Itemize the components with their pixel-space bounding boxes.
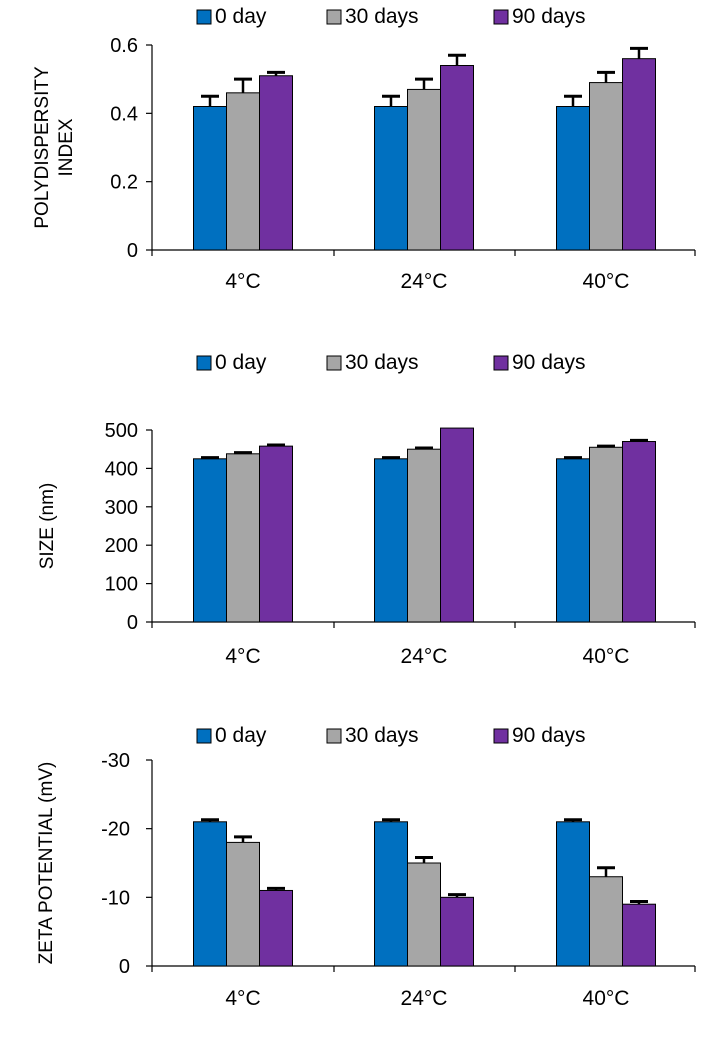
bar: [589, 876, 623, 967]
chart-panel-1: 0 day 30 days 90 days 0 0.2 0.4 0.6 POLYDISPERS…: [32, 5, 696, 293]
bar: [556, 821, 590, 967]
legend-label: 30 days: [345, 351, 419, 374]
bar: [374, 821, 408, 967]
bar: [193, 821, 227, 967]
bar: [556, 458, 590, 623]
legend-label: 90 days: [512, 5, 586, 28]
bar: [374, 458, 408, 623]
y-tick-label: -20: [101, 819, 130, 841]
y-tick-label: 0.2: [110, 172, 138, 194]
y-tick-label: 0: [127, 612, 138, 634]
y-tick-label: -30: [101, 750, 130, 772]
y-axis-title: SIZE (nm): [37, 483, 58, 570]
x-tick-label: 4°C: [225, 987, 260, 1010]
x-tick-label: 4°C: [225, 270, 260, 293]
y-tick-label: 0: [119, 956, 130, 978]
x-tick-label: 40°C: [583, 987, 630, 1010]
bar: [589, 82, 623, 251]
legend-label: 90 days: [512, 724, 586, 747]
bar: [440, 427, 474, 623]
y-tick-label: 400: [105, 458, 138, 480]
legend-swatch: [326, 728, 342, 744]
y-tick-label: 300: [105, 497, 138, 519]
bar: [374, 106, 408, 251]
bar: [259, 75, 293, 251]
legend-swatch: [196, 728, 212, 744]
bar: [622, 903, 656, 967]
legend-swatch: [493, 9, 509, 25]
x-tick-label: 24°C: [401, 270, 448, 293]
bar: [259, 445, 293, 623]
bar: [226, 453, 260, 623]
x-tick-label: 24°C: [401, 645, 448, 668]
bar: [556, 106, 590, 251]
legend-swatch: [326, 9, 342, 25]
legend-swatch: [196, 355, 212, 371]
y-axis-title-line: POLYDISPERSITY: [32, 66, 53, 229]
y-tick-label: -10: [101, 887, 130, 909]
x-tick-label: 40°C: [583, 645, 630, 668]
chart-panel-2: 0 day 30 days 90 days 0 100 200 300 400 500 SIZE …: [37, 351, 696, 668]
bar: [407, 448, 441, 623]
bar: [193, 106, 227, 251]
y-axis-title-line: ZETA POTENTIAL (mV): [36, 762, 57, 965]
bar: [407, 862, 441, 967]
y-tick-label: 500: [105, 420, 138, 442]
bar: [226, 92, 260, 251]
x-tick-label: 24°C: [401, 987, 448, 1010]
legend-label: 30 days: [345, 5, 419, 28]
chart-panel-3: 0 day 30 days 90 days 0 -10 -20 -30 ZETA POTENT…: [36, 724, 696, 1010]
legend-label: 0 day: [215, 5, 267, 28]
x-tick-label: 40°C: [583, 270, 630, 293]
legend-swatch: [493, 355, 509, 371]
x-tick-label: 4°C: [225, 645, 260, 668]
y-tick-label: 100: [105, 574, 138, 596]
legend-label: 90 days: [512, 351, 586, 374]
bar: [226, 841, 260, 967]
y-axis-title-line: INDEX: [56, 118, 77, 176]
bar: [440, 896, 474, 967]
bar: [193, 458, 227, 623]
bar: [259, 889, 293, 967]
bar: [407, 88, 441, 251]
bar: [589, 446, 623, 623]
legend-swatch: [493, 728, 509, 744]
legend-label: 0 day: [215, 351, 267, 374]
y-tick-label: 0: [127, 240, 138, 262]
legend-swatch: [196, 9, 212, 25]
y-axis-title-line: SIZE (nm): [37, 483, 58, 570]
legend-label: 30 days: [345, 724, 419, 747]
y-axis-title: POLYDISPERSITY INDEX: [32, 66, 77, 229]
bar: [622, 441, 656, 623]
legend-label: 0 day: [215, 724, 267, 747]
legend-swatch: [326, 355, 342, 371]
bar: [440, 65, 474, 251]
y-axis-title: ZETA POTENTIAL (mV): [36, 762, 57, 965]
y-tick-label: 200: [105, 535, 138, 557]
bar: [622, 58, 656, 251]
y-tick-label: 0.6: [110, 35, 138, 57]
y-tick-label: 0.4: [110, 103, 138, 125]
